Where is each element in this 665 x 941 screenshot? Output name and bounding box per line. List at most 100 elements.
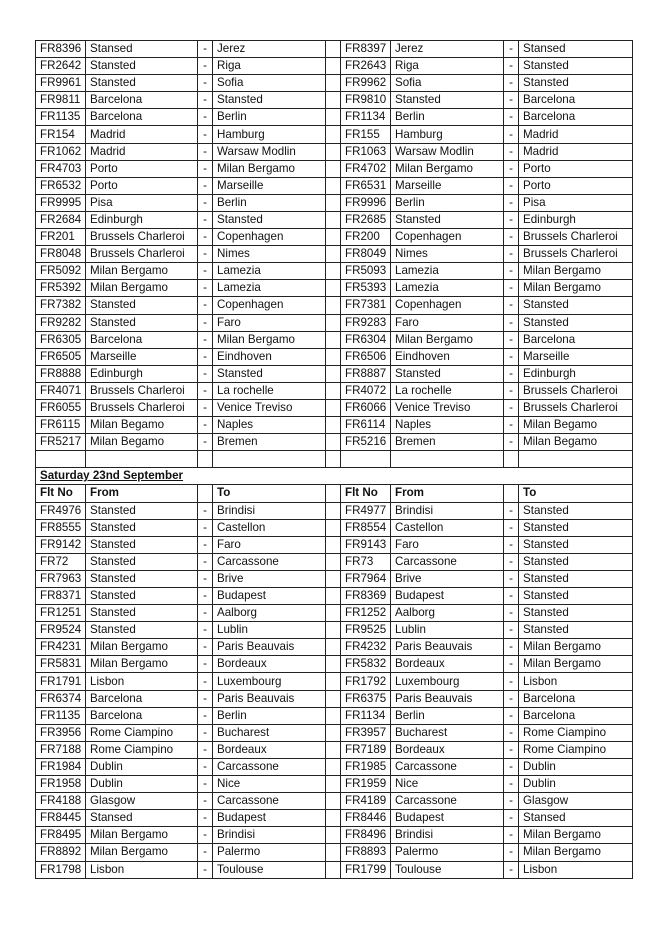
dash-separator: - <box>197 586 213 606</box>
from-city: Rome Ciampino <box>85 740 198 759</box>
from-city: Stansted <box>85 535 198 554</box>
flight-number: FR6055 <box>35 398 86 418</box>
dash-separator: - <box>197 245 213 264</box>
column-gap <box>325 638 341 657</box>
table-row: FR5831 Milan Bergamo - Bordeaux FR5832 Bordea… <box>35 655 633 674</box>
table-row: FR6374 Barcelona - Paris Beauvais FR6375 Pari… <box>35 689 633 708</box>
dash-separator: - <box>197 518 213 537</box>
flight-number: FR1791 <box>35 672 86 691</box>
to-city: La rochelle <box>212 381 326 400</box>
return-from-city: Marseille <box>390 176 504 195</box>
return-from-city: Palermo <box>390 843 504 862</box>
return-flight-number: FR3957 <box>340 723 391 742</box>
flight-number: FR5217 <box>35 433 86 452</box>
return-from-city: Eindhoven <box>390 347 504 366</box>
to-city: Warsaw Modlin <box>212 142 326 161</box>
return-flight-number: FR8554 <box>340 518 391 537</box>
return-from-city: Venice Treviso <box>390 398 504 418</box>
to-city: Riga <box>212 57 326 76</box>
to-city: Toulouse <box>212 860 326 879</box>
return-to-city: Porto <box>518 159 633 178</box>
return-from-city: Budapest <box>390 809 504 828</box>
column-gap <box>325 501 341 520</box>
from-city: Stansted <box>85 313 198 332</box>
table-row: FR3956 Rome Ciampino - Bucharest FR3957 Bucha… <box>35 723 633 742</box>
dash-separator: - <box>197 655 213 674</box>
to-city: Sofia <box>212 74 326 93</box>
dash-separator: - <box>197 262 213 281</box>
flight-number: FR7382 <box>35 296 86 315</box>
return-to-city: Milan Begamo <box>518 433 633 452</box>
column-gap <box>325 433 341 452</box>
dash-separator: - <box>197 843 213 862</box>
column-gap <box>325 398 341 418</box>
table-row: FR2642 Stansted - Riga FR2643 Riga - Stansted <box>35 57 633 76</box>
dash-separator: - <box>503 792 519 811</box>
to-city: Copenhagen <box>212 228 326 247</box>
column-gap <box>325 210 341 230</box>
to-city: Berlin <box>212 193 326 212</box>
return-from-city: Bucharest <box>390 723 504 742</box>
from-city: Porto <box>85 176 198 195</box>
dash-separator: - <box>197 347 213 366</box>
flight-number: FR8371 <box>35 586 86 606</box>
return-flight-number: FR8893 <box>340 843 391 862</box>
return-to-city: Barcelona <box>518 706 633 725</box>
return-flight-number: FR9810 <box>340 91 391 110</box>
return-to-city: Dublin <box>518 757 633 777</box>
dash-separator: - <box>197 296 213 315</box>
dash-separator: - <box>503 689 519 708</box>
return-to-city: Stansted <box>518 518 633 537</box>
header-flt-no: Flt No <box>340 484 391 503</box>
flight-number: FR201 <box>35 228 86 247</box>
to-city: Lamezia <box>212 262 326 281</box>
return-to-city: Rome Ciampino <box>518 740 633 759</box>
return-from-city: Lublin <box>390 621 504 640</box>
dash-separator: - <box>197 57 213 76</box>
to-city: Naples <box>212 416 326 435</box>
table-row: FR7188 Rome Ciampino - Bordeaux FR7189 Bordea… <box>35 740 633 759</box>
return-to-city: Stansted <box>518 604 633 623</box>
return-flight-number: FR6375 <box>340 689 391 708</box>
column-gap <box>325 296 341 315</box>
from-city: Milan Bergamo <box>85 843 198 862</box>
return-from-city: Carcassone <box>390 552 504 571</box>
flight-number: FR8495 <box>35 826 86 845</box>
column-gap <box>325 757 341 777</box>
dash-separator: - <box>197 604 213 623</box>
dash-separator: - <box>503 843 519 862</box>
return-flight-number: FR1985 <box>340 757 391 777</box>
table-row: FR1791 Lisbon - Luxembourg FR1792 Luxembourg -… <box>35 672 633 691</box>
table-row: FR9142 Stansted - Faro FR9143 Faro - Stansted <box>35 535 633 554</box>
dash-separator: - <box>503 723 519 742</box>
return-flight-number: FR4072 <box>340 381 391 400</box>
return-to-city: Pisa <box>518 193 633 212</box>
dash-separator: - <box>503 398 519 418</box>
from-city: Stansted <box>85 621 198 640</box>
dash-separator: - <box>197 313 213 332</box>
to-city: Stansted <box>212 210 326 230</box>
table-row: FR8445 Stansed - Budapest FR8446 Budapest - Sta… <box>35 809 633 828</box>
table-row: FR7382 Stansted - Copenhagen FR7381 Copenhage… <box>35 296 633 315</box>
dash-separator: - <box>503 757 519 777</box>
return-from-city: Stansted <box>390 364 504 383</box>
dash-separator: - <box>503 809 519 828</box>
return-from-city: Carcassone <box>390 757 504 777</box>
dash-separator: - <box>197 433 213 452</box>
column-gap <box>325 621 341 640</box>
return-from-city: Faro <box>390 313 504 332</box>
return-flight-number: FR1063 <box>340 142 391 161</box>
return-to-city: Brussels Charleroi <box>518 398 633 418</box>
return-to-city: Rome Ciampino <box>518 723 633 742</box>
table-row: FR9811 Barcelona - Stansted FR9810 Stansted - B… <box>35 91 633 110</box>
return-from-city: Brive <box>390 569 504 589</box>
return-to-city: Milan Bergamo <box>518 655 633 674</box>
dash-separator: - <box>503 775 519 794</box>
return-from-city: Berlin <box>390 193 504 212</box>
from-city: Milan Begamo <box>85 433 198 452</box>
column-gap <box>325 809 341 828</box>
empty-cell <box>390 450 504 469</box>
return-flight-number: FR5393 <box>340 279 391 298</box>
dash-separator: - <box>197 860 213 879</box>
flight-number: FR9995 <box>35 193 86 212</box>
